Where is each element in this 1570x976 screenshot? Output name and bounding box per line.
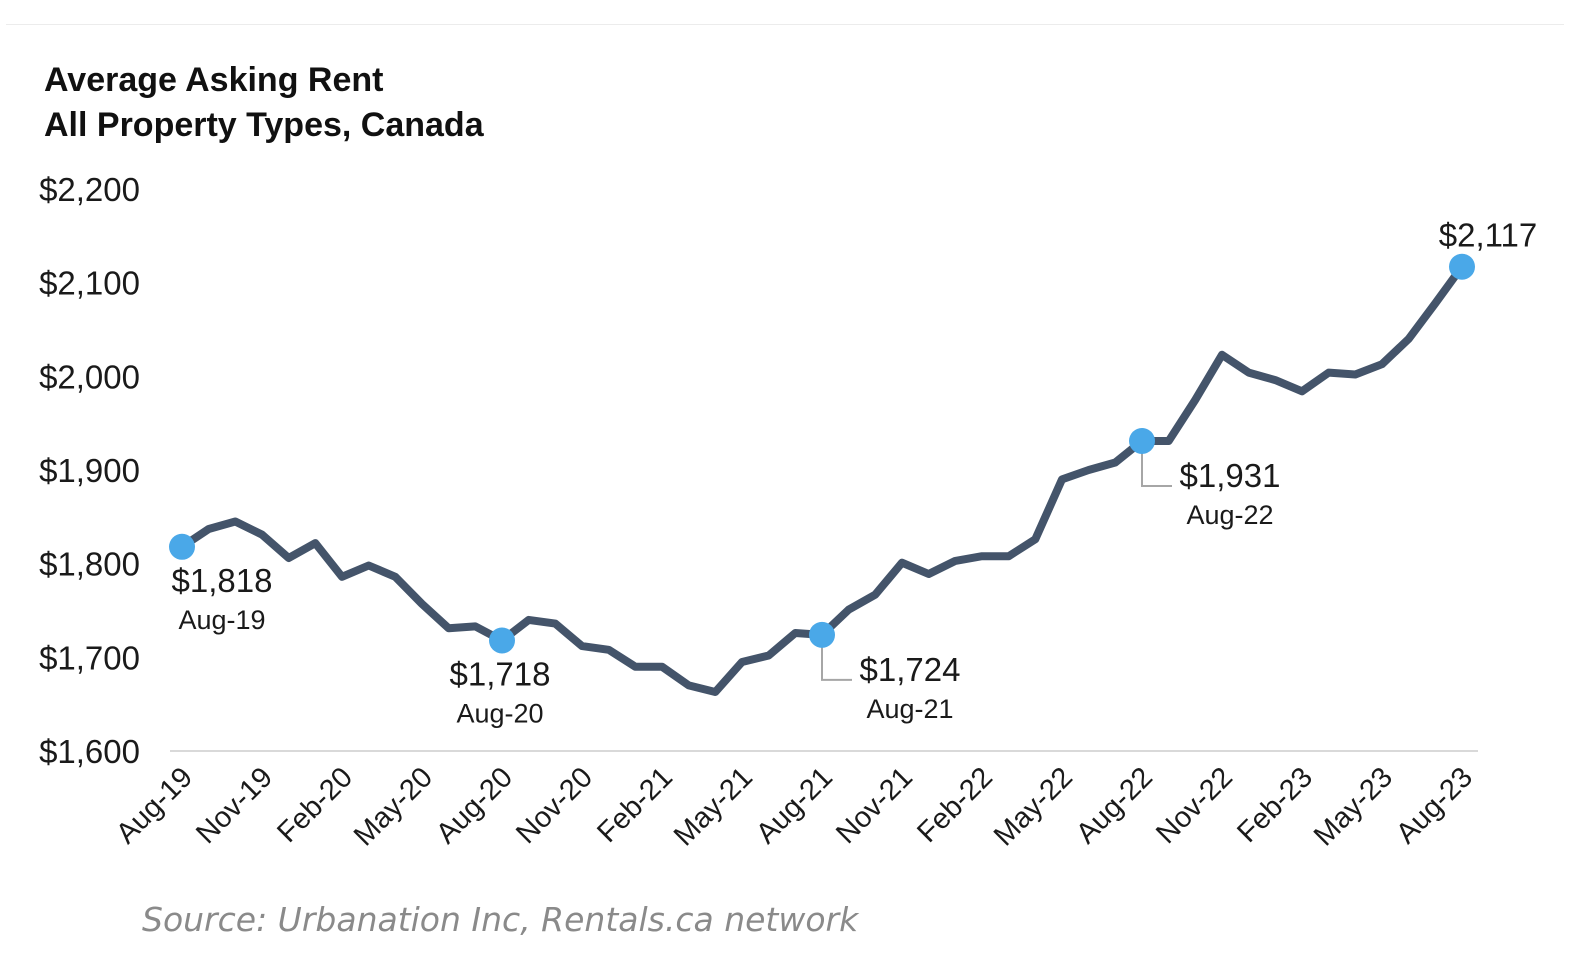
x-tick-label: Aug-20 <box>430 761 519 850</box>
x-tick-label: Aug-22 <box>1070 761 1159 850</box>
data-point <box>1299 388 1305 394</box>
data-point <box>1059 476 1065 482</box>
data-point <box>1406 336 1412 342</box>
x-tick-label: Aug-23 <box>1390 761 1479 850</box>
data-point <box>286 555 292 561</box>
data-point <box>846 607 852 613</box>
data-point <box>392 574 398 580</box>
data-point <box>926 571 932 577</box>
x-tick-label: Nov-19 <box>190 761 279 850</box>
data-point <box>766 652 772 658</box>
data-point <box>206 526 212 532</box>
data-point <box>739 659 745 665</box>
annotation-value: $1,818 <box>172 562 273 599</box>
data-point <box>606 647 612 653</box>
data-point <box>1326 370 1332 376</box>
annotation-date: Aug-19 <box>178 605 265 635</box>
x-tick-label: May-23 <box>1308 761 1399 852</box>
source-note: Source: Urbanation Inc, Rentals.ca netwo… <box>142 900 859 939</box>
data-point <box>712 689 718 695</box>
chart-card: Average Asking Rent All Property Types, … <box>6 24 1564 875</box>
y-tick-label: $2,200 <box>39 171 140 208</box>
data-point <box>1352 371 1358 377</box>
y-tick-label: $1,900 <box>39 452 140 489</box>
x-tick-label: Aug-19 <box>110 761 199 850</box>
x-tick-label: Feb-21 <box>591 761 679 849</box>
data-point <box>632 664 638 670</box>
annotation-date: Aug-20 <box>456 698 543 728</box>
data-point <box>339 574 345 580</box>
y-tick-label: $1,700 <box>39 639 140 676</box>
data-point <box>312 540 318 546</box>
data-point <box>552 621 558 627</box>
x-tick-label: Nov-20 <box>510 761 599 850</box>
highlight-marker <box>1449 253 1475 280</box>
data-point <box>259 532 265 538</box>
y-axis: $1,600 $1,700 $1,800 $1,900 $2,000 $2,100 $2,2… <box>39 171 140 770</box>
x-tick-label: Feb-22 <box>911 761 999 849</box>
y-tick-label: $1,800 <box>39 546 140 583</box>
chart-title: Average Asking Rent All Property Types, … <box>44 61 485 144</box>
data-point <box>1006 553 1012 559</box>
chart-title-line-2: All Property Types, Canada <box>44 106 485 144</box>
data-point <box>419 601 425 607</box>
chart-title-line-1: Average Asking Rent <box>44 61 383 99</box>
data-point <box>1112 460 1118 466</box>
data-point <box>1272 377 1278 383</box>
data-point <box>366 563 372 569</box>
x-tick-label: May-21 <box>668 761 759 852</box>
x-tick-label: Nov-21 <box>830 761 919 850</box>
data-point <box>899 560 905 566</box>
highlight-marker <box>809 621 835 648</box>
data-point <box>1032 536 1038 542</box>
data-point <box>792 630 798 636</box>
data-point <box>446 625 452 631</box>
data-point <box>952 558 958 564</box>
highlight-marker <box>489 627 515 654</box>
data-point <box>872 592 878 598</box>
data-point <box>686 682 692 688</box>
x-tick-label: May-22 <box>988 761 1079 852</box>
highlight-marker <box>1129 427 1155 454</box>
annotation-leader-line <box>1141 448 1172 487</box>
data-point <box>1379 361 1385 367</box>
highlight-marker <box>169 533 195 560</box>
annotation-value: $1,931 <box>1180 457 1281 494</box>
annotation-value: $1,718 <box>450 655 551 692</box>
x-tick-label: Aug-21 <box>750 761 839 850</box>
x-tick-label: May-20 <box>348 761 439 852</box>
data-point <box>579 643 585 649</box>
annotation-value: $2,117 <box>1439 217 1537 254</box>
x-tick-label: Feb-20 <box>271 761 359 849</box>
data-point <box>1432 300 1438 306</box>
x-tick-label: Nov-22 <box>1150 761 1239 850</box>
annotation-value: $1,724 <box>860 651 961 688</box>
y-tick-label: $2,100 <box>39 265 140 302</box>
annotations-group: $1,818 Aug-19 $1,718 Aug-20 $1,724 Aug-21 $1,9… <box>169 217 1537 728</box>
y-tick-label: $2,000 <box>39 358 140 395</box>
annotation-leader-line <box>821 642 852 681</box>
data-point <box>1166 438 1172 444</box>
data-point <box>1086 467 1092 473</box>
rent-line-chart: Average Asking Rent All Property Types, … <box>39 61 1537 852</box>
data-point <box>1246 370 1252 376</box>
data-point <box>659 664 665 670</box>
annotation-date: Aug-21 <box>866 694 953 724</box>
data-point <box>979 553 985 559</box>
annotation-date: Aug-22 <box>1186 500 1273 530</box>
data-point <box>526 617 532 623</box>
data-point <box>232 519 238 525</box>
x-axis: Aug-19Nov-19Feb-20May-20Aug-20Nov-20Feb-… <box>110 750 1479 852</box>
data-point <box>1192 397 1198 403</box>
data-point <box>472 623 478 629</box>
x-tick-label: Feb-23 <box>1231 761 1319 849</box>
data-point <box>1219 352 1225 358</box>
y-tick-label: $1,600 <box>39 733 140 770</box>
